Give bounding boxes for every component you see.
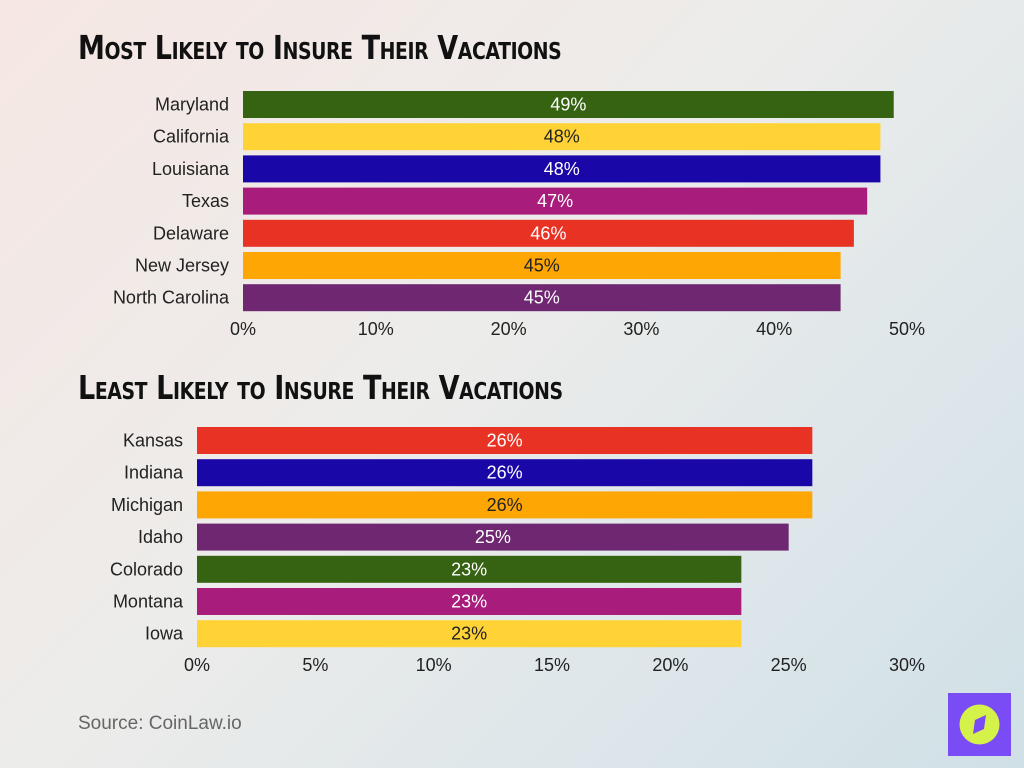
logo <box>948 693 1011 756</box>
bar <box>197 459 813 487</box>
bar <box>197 427 813 454</box>
bar <box>243 123 881 151</box>
category-label: Montana <box>113 592 184 612</box>
x-tick-label: 5% <box>302 655 328 675</box>
bar <box>197 588 742 615</box>
x-tick-label: 40% <box>756 319 792 339</box>
chart-title-least-likely: Least Likely to Insure Their Vacations <box>78 368 563 407</box>
x-tick-label: 15% <box>534 655 570 675</box>
x-tick-label: 20% <box>491 319 527 339</box>
bar <box>197 555 742 583</box>
data-label: 45% <box>524 256 560 276</box>
category-label: Colorado <box>110 559 183 579</box>
bar <box>197 620 742 648</box>
data-label: 25% <box>475 527 511 547</box>
category-label: Louisiana <box>152 159 230 179</box>
data-label: 23% <box>451 592 487 612</box>
category-label: Indiana <box>124 463 184 483</box>
data-label: 49% <box>550 95 586 115</box>
source-text: Source: CoinLaw.io <box>78 713 242 734</box>
data-label: 26% <box>487 495 523 515</box>
x-tick-label: 20% <box>652 655 688 675</box>
category-label: New Jersey <box>135 256 229 276</box>
data-label: 26% <box>487 463 523 483</box>
x-tick-label: 25% <box>771 655 807 675</box>
data-label: 23% <box>451 559 487 579</box>
data-label: 48% <box>544 127 580 147</box>
category-label: Idaho <box>138 527 183 547</box>
data-label: 46% <box>530 223 566 243</box>
data-label: 47% <box>537 191 573 211</box>
bar <box>243 219 854 247</box>
bar <box>243 284 841 312</box>
category-label: Kansas <box>123 431 183 451</box>
x-tick-label: 0% <box>230 319 256 339</box>
category-label: North Carolina <box>113 288 230 308</box>
compass-icon <box>959 704 1000 745</box>
category-label: Michigan <box>111 495 183 515</box>
bar <box>243 252 841 279</box>
data-label: 23% <box>451 624 487 644</box>
category-label: Maryland <box>155 95 229 115</box>
category-label: Iowa <box>145 624 184 644</box>
data-label: 26% <box>487 431 523 451</box>
x-tick-label: 50% <box>889 319 925 339</box>
x-tick-label: 30% <box>623 319 659 339</box>
bar <box>197 491 813 519</box>
bar <box>243 155 881 183</box>
category-label: Delaware <box>153 223 229 243</box>
x-tick-label: 30% <box>889 655 925 675</box>
bar <box>243 187 868 215</box>
bar <box>197 523 789 551</box>
x-tick-label: 0% <box>184 655 210 675</box>
x-tick-label: 10% <box>416 655 452 675</box>
x-tick-label: 10% <box>358 319 394 339</box>
bar <box>243 91 894 118</box>
data-label: 45% <box>524 288 560 308</box>
category-label: California <box>153 127 230 147</box>
data-label: 48% <box>544 159 580 179</box>
chart-title-most-likely: Most Likely to Insure Their Vacations <box>78 28 562 67</box>
category-label: Texas <box>182 191 229 211</box>
